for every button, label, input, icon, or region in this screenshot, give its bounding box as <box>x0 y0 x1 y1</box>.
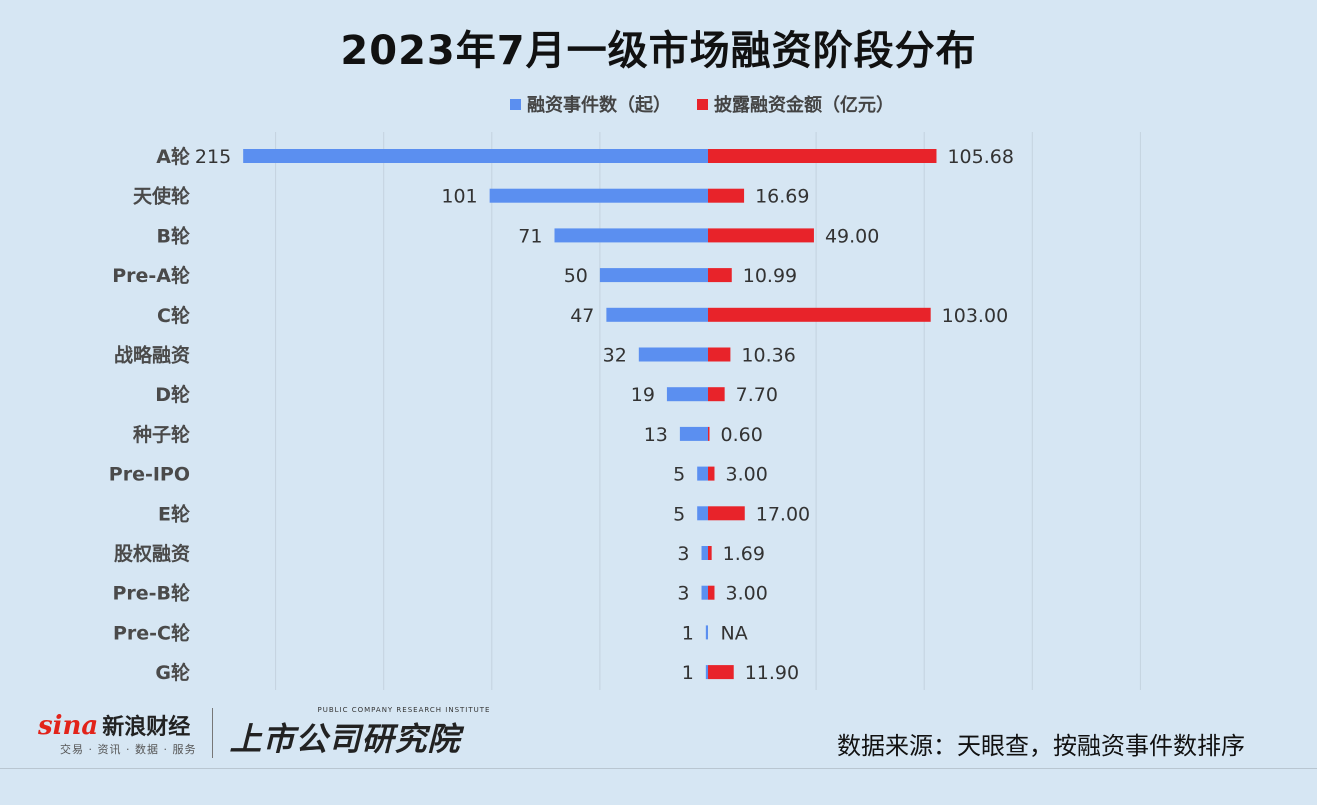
institute-chinese-name: 上市公司研究院 <box>229 720 461 758</box>
chart-plot: A轮 215 105.68 天使轮 101 16.69 B轮 71 49.00 Pre-A轮 50 1… <box>109 132 1141 690</box>
data-label-deal-count: 13 <box>644 424 668 446</box>
category-label: 股权融资 <box>114 542 190 565</box>
bar-deal-count <box>666 387 708 402</box>
data-label-amount: 3.00 <box>725 464 767 486</box>
legend-item-amount: 披露融资金额（亿元） <box>697 91 894 117</box>
bar-amount <box>708 426 710 441</box>
logo-divider <box>212 708 214 758</box>
bar-amount <box>708 506 745 521</box>
bar-amount <box>708 307 931 322</box>
bar-deal-count <box>701 546 708 560</box>
data-label-amount: 1.69 <box>723 543 765 565</box>
data-label-deal-count: 32 <box>603 345 627 367</box>
bar-amount <box>708 387 725 402</box>
category-label: Pre-C轮 <box>113 621 190 644</box>
bar-amount <box>708 347 731 362</box>
bar-amount <box>708 268 732 283</box>
data-label-amount: 11.90 <box>745 662 799 684</box>
data-label-deal-count: 19 <box>631 384 655 406</box>
bar-deal-count <box>697 506 708 521</box>
data-label-amount: 105.68 <box>947 146 1013 168</box>
legend-swatch-deal-count <box>510 98 521 110</box>
sina-brand-name: 新浪财经 <box>102 715 191 740</box>
data-label-amount: 17.00 <box>756 503 810 525</box>
bar-deal-count <box>606 307 708 322</box>
sina-logo: sina 新浪财经 交易 · 资讯 · 数据 · 服务 <box>38 709 196 757</box>
data-label-amount: 7.70 <box>736 384 778 406</box>
category-label: B轮 <box>157 224 190 247</box>
data-label-deal-count: 3 <box>677 583 689 605</box>
data-label-amount: NA <box>721 622 748 644</box>
data-label-deal-count: 5 <box>673 503 685 525</box>
sina-wordmark: sina <box>38 711 99 741</box>
legend-swatch-amount <box>697 98 708 110</box>
bar-amount <box>708 665 734 680</box>
bar-deal-count <box>243 149 709 163</box>
category-label: G轮 <box>155 661 190 684</box>
data-label-amount: 0.60 <box>721 424 763 446</box>
data-label-deal-count: 3 <box>677 543 689 565</box>
bar-deal-count <box>701 585 708 600</box>
data-label-deal-count: 1 <box>682 622 694 644</box>
data-label-amount: 10.36 <box>741 345 795 367</box>
data-label-deal-count: 1 <box>682 662 694 684</box>
data-label-amount: 3.00 <box>725 583 767 605</box>
category-label: D轮 <box>155 383 190 406</box>
category-label: 战略融资 <box>114 344 190 367</box>
institute-logo: PUBLIC COMPANY RESEARCH INSTITUTE 上市公司研究… <box>229 706 490 760</box>
category-label: C轮 <box>157 304 190 327</box>
bar-deal-count <box>638 347 708 362</box>
category-label: 天使轮 <box>133 185 190 208</box>
data-label-amount: 49.00 <box>825 225 879 247</box>
source-note: 数据来源：天眼查，按融资事件数排序 <box>837 732 1245 760</box>
bar-amount <box>708 585 715 600</box>
bar-amount <box>708 188 745 203</box>
bar-amount <box>708 546 712 560</box>
data-label-amount: 10.99 <box>743 265 797 287</box>
bar-deal-count <box>697 466 708 481</box>
data-label-deal-count: 5 <box>673 464 685 486</box>
data-label-deal-count: 71 <box>518 225 542 247</box>
category-label: Pre-A轮 <box>112 264 190 287</box>
bar-deal-count <box>679 426 708 441</box>
category-label: E轮 <box>158 502 190 525</box>
legend: 融资事件数（起） 披露融资金额（亿元） <box>510 92 920 116</box>
bar-amount <box>708 466 715 481</box>
category-label: 种子轮 <box>132 423 190 446</box>
data-label-deal-count: 215 <box>195 146 231 168</box>
category-label: Pre-IPO <box>109 464 190 486</box>
sina-tagline: 交易 · 资讯 · 数据 · 服务 <box>60 743 197 756</box>
data-label-deal-count: 47 <box>570 305 594 327</box>
category-label: Pre-B轮 <box>112 582 190 605</box>
footer-logo: sina 新浪财经 交易 · 资讯 · 数据 · 服务 PUBLIC COMPA… <box>38 705 490 761</box>
bar-deal-count <box>599 268 708 283</box>
data-label-amount: 103.00 <box>942 305 1008 327</box>
bar-amount <box>708 149 937 163</box>
bar-deal-count <box>705 625 708 640</box>
data-label-deal-count: 50 <box>564 265 588 287</box>
bar-deal-count <box>554 228 708 243</box>
bar-deal-count <box>705 665 708 680</box>
data-label-amount: 16.69 <box>755 186 809 208</box>
category-label: A轮 <box>156 145 190 168</box>
legend-item-deal-count: 融资事件数（起） <box>510 91 671 117</box>
chart-title: 2023年7月一级市场融资阶段分布 <box>340 28 977 74</box>
bar-deal-count <box>489 188 708 203</box>
legend-label-amount: 披露融资金额（亿元） <box>714 95 894 116</box>
bottom-divider <box>0 768 1317 769</box>
data-label-deal-count: 101 <box>441 186 477 208</box>
legend-label-deal-count: 融资事件数（起） <box>527 95 671 116</box>
bar-amount <box>708 228 814 243</box>
institute-english-name: PUBLIC COMPANY RESEARCH INSTITUTE <box>317 706 491 714</box>
